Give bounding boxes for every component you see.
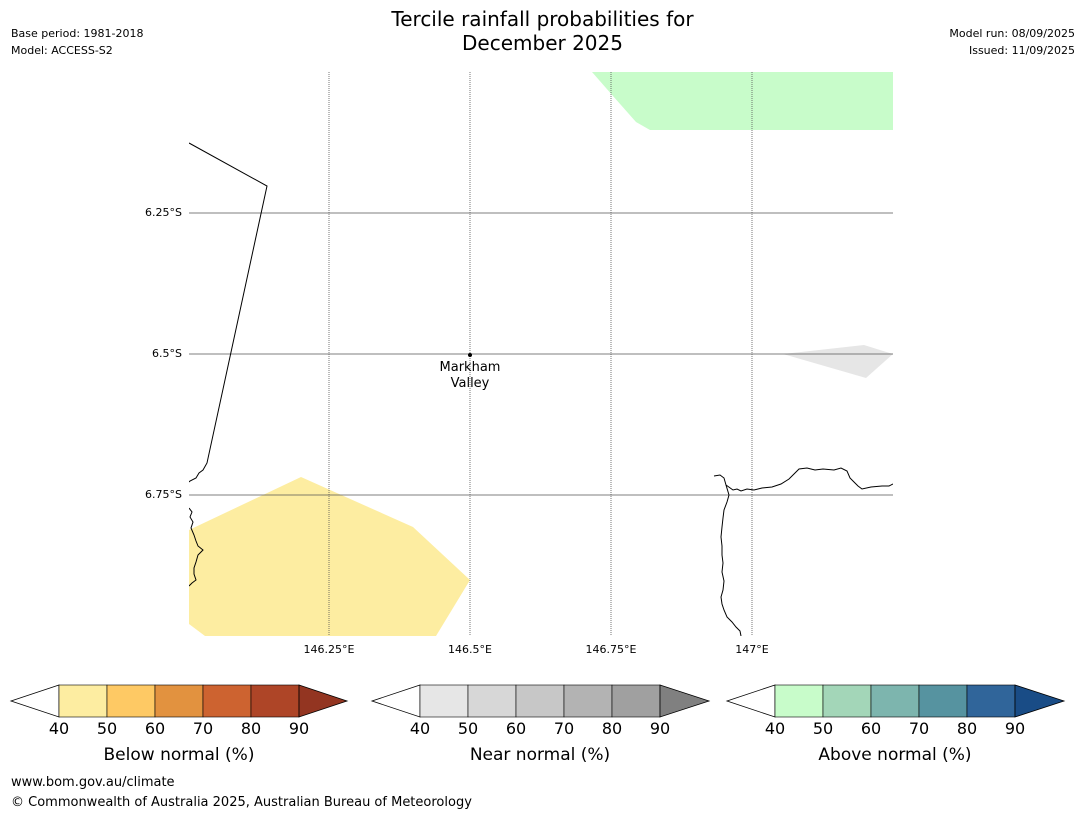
colorbar-tick-label: 70: [553, 719, 575, 738]
place-label: Markham Valley: [425, 360, 515, 392]
place-name-line-1: Markham: [439, 360, 501, 375]
colorbar-segment: [774, 684, 824, 718]
lon-label-146-75: 146.75°E: [585, 643, 637, 656]
colorbar-segment: [58, 684, 108, 718]
page-title: Tercile rainfall probabilities for Decem…: [0, 7, 1085, 55]
colorbar-segment: [154, 684, 204, 718]
lon-label-146-25: 146.25°E: [303, 643, 355, 656]
base-period-text: Base period: 1981-2018: [11, 27, 144, 40]
colorbar-tick-label: 50: [812, 719, 834, 738]
colorbar-title: Near normal (%): [469, 745, 611, 765]
below-normal-region: [189, 477, 470, 636]
colorbar-tick-label: 60: [860, 719, 882, 738]
colorbar-segment: [966, 684, 1016, 718]
title-line-2: December 2025: [462, 31, 623, 55]
colorbar-segment: [250, 684, 300, 718]
colorbar-segment: [106, 684, 156, 718]
colorbar-tick-label: 90: [288, 719, 310, 738]
colorbar-tick-label: 90: [1004, 719, 1026, 738]
colorbar-tick-label: 40: [764, 719, 786, 738]
colorbar-tick-label: 70: [908, 719, 930, 738]
colorbar-tick-label: 80: [956, 719, 978, 738]
colorbar-tick-label: 90: [649, 719, 671, 738]
latitude-gridlines: [189, 212, 893, 496]
lon-label-146-5: 146.5°E: [448, 643, 492, 656]
colorbar-title: Below normal (%): [103, 745, 255, 765]
lat-label-6-5: 6.5°S: [152, 347, 182, 360]
colorbar-tick-label: 80: [240, 719, 262, 738]
coastline: [189, 142, 893, 636]
model-text: Model: ACCESS-S2: [11, 44, 113, 57]
colorbar-segment: [918, 684, 968, 718]
footer-copyright: © Commonwealth of Australia 2025, Austra…: [11, 795, 472, 810]
colorbar-segment: [870, 684, 920, 718]
colorbar-title: Above normal (%): [818, 745, 972, 765]
colorbar-tick-label: 40: [48, 719, 70, 738]
colorbar-tick-label: 60: [505, 719, 527, 738]
colorbar-tick-label: 70: [192, 719, 214, 738]
lon-label-147: 147°E: [735, 643, 769, 656]
place-name-line-2: Valley: [450, 376, 490, 391]
colorbar-segment: [611, 684, 661, 718]
title-line-1: Tercile rainfall probabilities for: [391, 7, 694, 31]
markham-valley-marker: [468, 353, 472, 357]
lat-label-6-25: 6.25°S: [145, 206, 182, 219]
colorbar-tick-label: 50: [457, 719, 479, 738]
colorbar-tick-label: 40: [409, 719, 431, 738]
colorbar-segment: [202, 684, 252, 718]
colorbar-tick-label: 80: [601, 719, 623, 738]
lat-label-6-75: 6.75°S: [145, 488, 182, 501]
colorbar-high-arrow: [1014, 684, 1066, 718]
colorbar-tick-label: 60: [144, 719, 166, 738]
colorbar-segment: [822, 684, 872, 718]
footer-url: www.bom.gov.au/climate: [11, 775, 175, 790]
near-normal-region: [783, 345, 893, 378]
colorbar-tick-label: 50: [96, 719, 118, 738]
colorbar-segment: [515, 684, 565, 718]
issued-text: Issued: 11/09/2025: [968, 44, 1075, 57]
above-normal-region: [592, 72, 893, 130]
model-run-text: Model run: 08/09/2025: [949, 27, 1075, 40]
colorbar-high-arrow: [298, 684, 349, 718]
colorbar-low-arrow: [725, 684, 776, 718]
colorbar-high-arrow: [659, 684, 711, 718]
